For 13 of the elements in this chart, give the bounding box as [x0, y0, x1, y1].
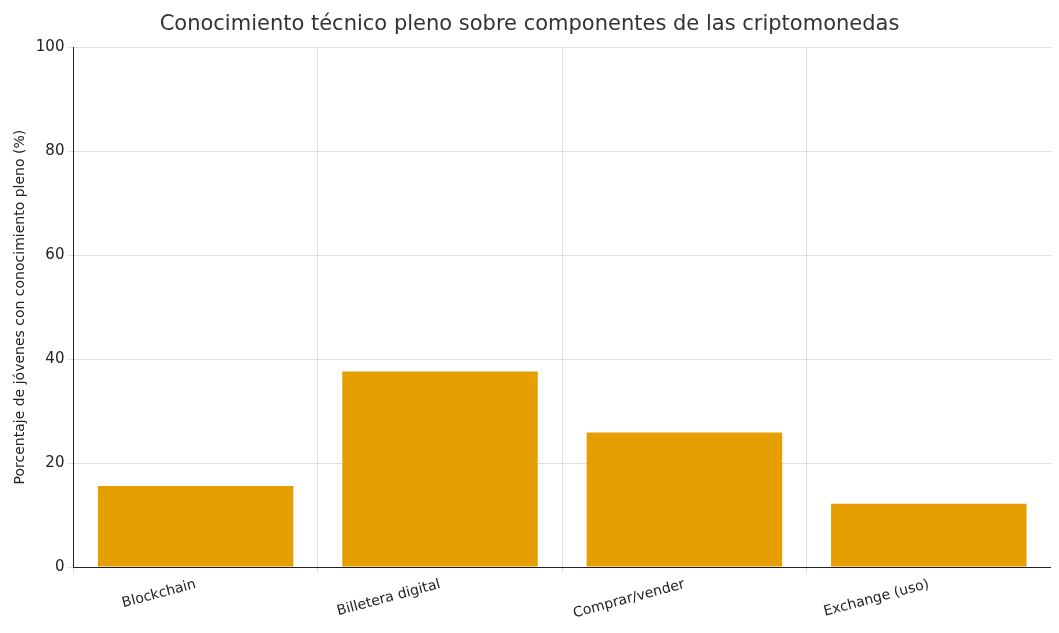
y-tick-label: 20 [45, 453, 65, 471]
y-tick-label: 60 [45, 245, 65, 264]
bar [97, 485, 294, 567]
y-tick-label: 0 [54, 556, 65, 575]
y-tick-label: 80 [45, 141, 65, 160]
y-tick-label: 100 [35, 37, 65, 56]
chart-title: Conocimiento técnico pleno sobre componentes de las criptomonedas [159, 11, 900, 36]
bar [342, 371, 538, 567]
y-axis-title: Porcentaje de jóvenes con conocimiento pleno (%) [11, 129, 28, 485]
bar [831, 503, 1027, 567]
y-tick-label: 40 [45, 349, 65, 368]
x-tick-label: Billetera digital [334, 575, 442, 619]
bar [586, 432, 783, 567]
